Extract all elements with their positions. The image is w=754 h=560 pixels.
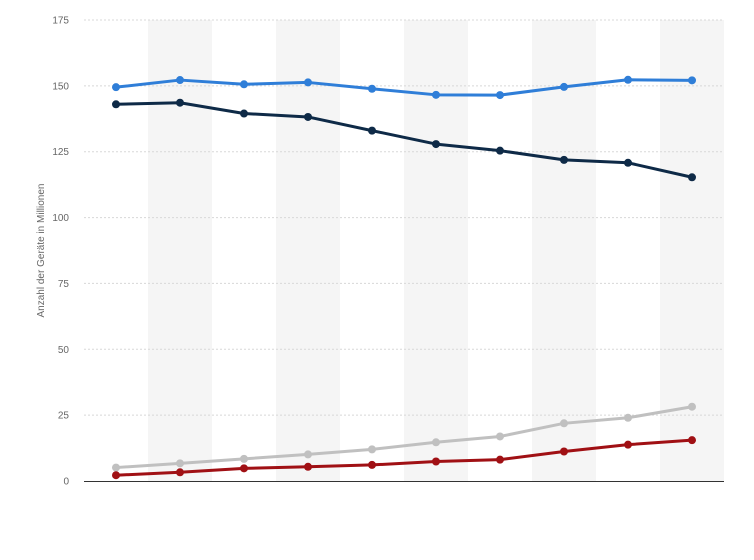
data-point[interactable] [304, 78, 312, 87]
data-point[interactable] [432, 140, 440, 149]
series-group [112, 75, 696, 480]
data-point[interactable] [624, 75, 632, 84]
data-point[interactable] [496, 455, 504, 464]
data-point[interactable] [496, 91, 504, 100]
y-tick-label: 25 [58, 411, 70, 422]
background-band [404, 20, 468, 481]
data-point[interactable] [624, 413, 632, 422]
data-point[interactable] [432, 90, 440, 99]
data-point[interactable] [496, 432, 504, 441]
data-point[interactable] [368, 126, 376, 135]
data-point[interactable] [176, 459, 184, 468]
background-band [276, 20, 340, 481]
y-tick-label: 100 [52, 213, 69, 224]
y-tick-label: 50 [58, 345, 70, 356]
data-point[interactable] [368, 84, 376, 93]
data-point[interactable] [304, 462, 312, 471]
data-point[interactable] [496, 146, 504, 155]
data-point[interactable] [304, 450, 312, 459]
gridlines [84, 19, 724, 416]
background-band [212, 20, 276, 481]
data-point[interactable] [688, 436, 696, 445]
data-point[interactable] [624, 158, 632, 167]
data-point[interactable] [240, 109, 248, 118]
series-line [114, 101, 694, 179]
background-band [84, 20, 148, 481]
series-line [114, 438, 694, 477]
y-tick-label: 75 [58, 279, 70, 290]
data-point[interactable] [176, 98, 184, 107]
data-point[interactable] [112, 83, 120, 92]
data-point[interactable] [304, 112, 312, 121]
series-line [114, 405, 694, 470]
data-point[interactable] [112, 471, 120, 480]
y-tick-label: 175 [52, 16, 69, 27]
background-band [596, 20, 660, 481]
y-tick-label: 150 [52, 81, 69, 92]
data-point[interactable] [176, 468, 184, 477]
data-point[interactable] [112, 100, 120, 109]
data-point[interactable] [432, 457, 440, 466]
data-point[interactable] [624, 440, 632, 449]
data-point[interactable] [240, 464, 248, 473]
data-point[interactable] [240, 454, 248, 463]
series-3 [112, 402, 696, 472]
data-point[interactable] [240, 80, 248, 89]
data-point[interactable] [368, 460, 376, 469]
data-point[interactable] [432, 438, 440, 447]
data-point[interactable] [368, 445, 376, 454]
series-4 [112, 436, 696, 480]
background-band [532, 20, 596, 481]
y-tick-label: 0 [63, 477, 69, 488]
data-point[interactable] [560, 447, 568, 456]
y-axis-ticks: 0 25 50 75 100 125 150 175 [52, 16, 69, 488]
data-point[interactable] [688, 402, 696, 411]
background-bands [84, 20, 724, 481]
data-point[interactable] [560, 155, 568, 164]
data-point[interactable] [688, 173, 696, 182]
data-point[interactable] [688, 76, 696, 85]
y-tick-label: 125 [52, 147, 69, 158]
series-line [114, 78, 694, 97]
y-axis-title: Anzahl der Geräte in Millionen [36, 184, 47, 318]
data-point[interactable] [112, 463, 120, 472]
data-point[interactable] [560, 419, 568, 428]
background-band [468, 20, 532, 481]
background-band [340, 20, 404, 481]
series-2 [112, 98, 696, 182]
background-band [148, 20, 212, 481]
series-1 [112, 75, 696, 100]
data-point[interactable] [176, 76, 184, 85]
data-point[interactable] [560, 82, 568, 91]
